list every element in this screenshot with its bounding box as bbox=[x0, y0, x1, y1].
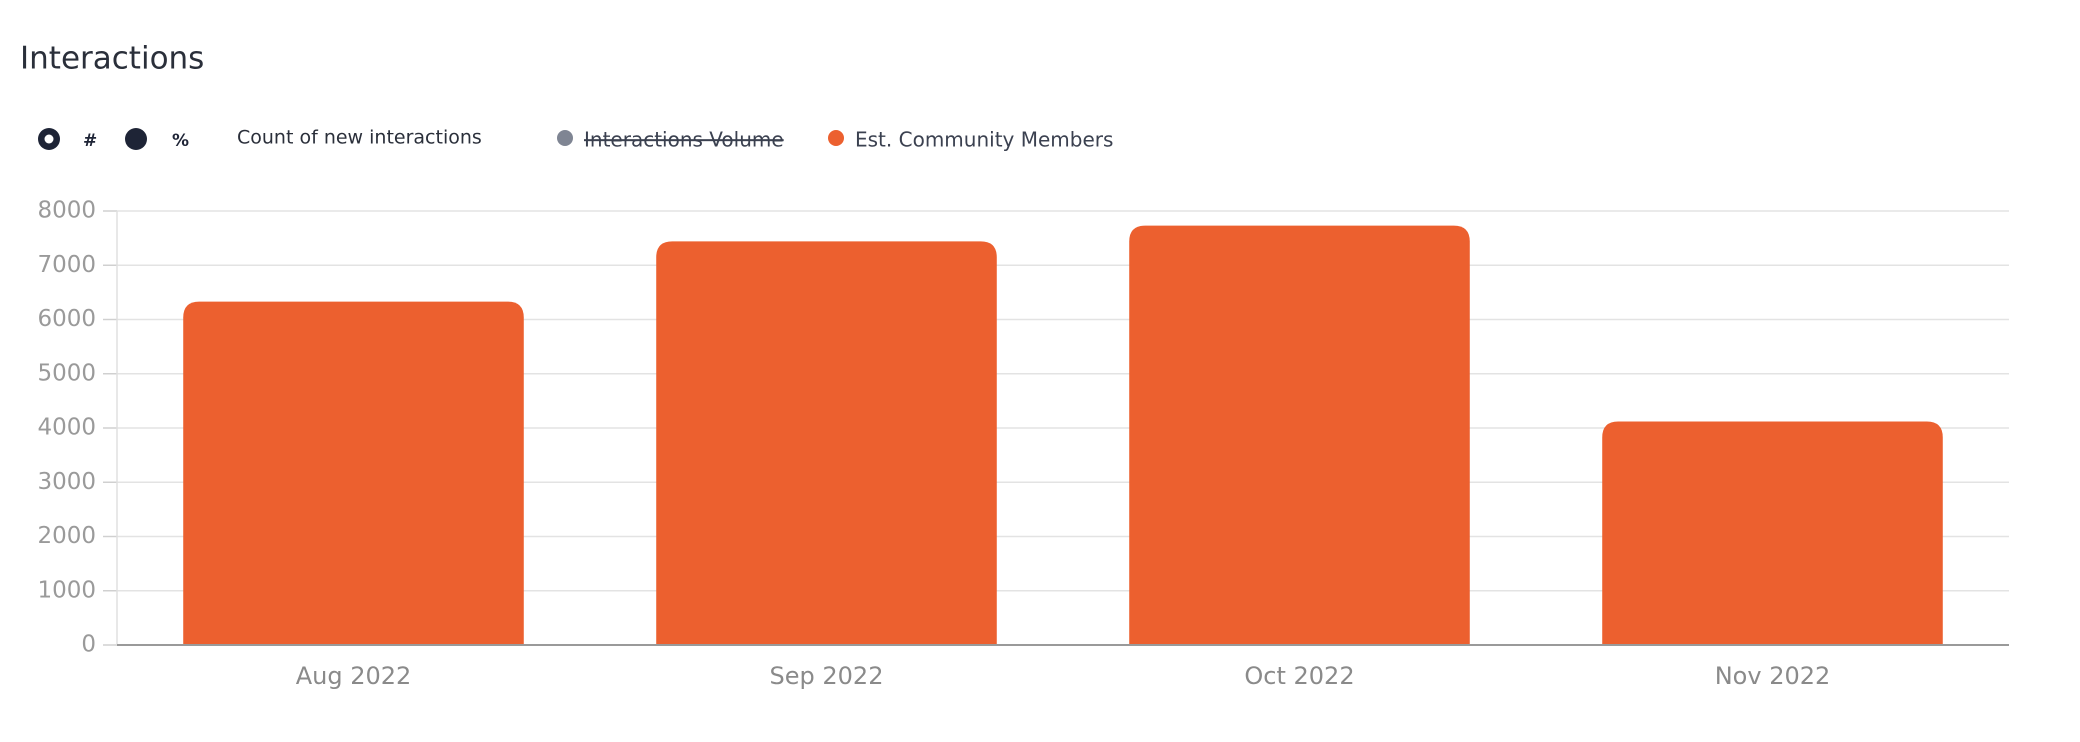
y-tick-label: 3000 bbox=[37, 469, 96, 495]
radio-dot bbox=[44, 134, 54, 144]
radio-label[interactable]: % bbox=[172, 131, 189, 151]
y-tick-label: 0 bbox=[81, 632, 96, 658]
y-tick-label: 2000 bbox=[37, 523, 96, 549]
legend-marker[interactable] bbox=[557, 130, 573, 146]
y-tick-label: 6000 bbox=[37, 306, 96, 332]
y-tick-label: 5000 bbox=[37, 360, 96, 386]
bar[interactable] bbox=[183, 301, 524, 645]
radio-label[interactable]: # bbox=[83, 131, 97, 151]
bar[interactable] bbox=[1602, 421, 1943, 645]
y-tick-label: 8000 bbox=[37, 198, 96, 224]
legend-label[interactable]: Interactions Volume bbox=[584, 128, 784, 152]
chart-title: Interactions bbox=[20, 41, 204, 77]
x-tick-label: Nov 2022 bbox=[1715, 662, 1831, 690]
legend-marker[interactable] bbox=[828, 130, 844, 146]
y-tick-label: 4000 bbox=[37, 415, 96, 441]
bar[interactable] bbox=[656, 241, 997, 645]
bar[interactable] bbox=[1129, 225, 1470, 645]
metric-label: Count of new interactions bbox=[237, 127, 482, 149]
y-tick-label: 1000 bbox=[37, 577, 96, 603]
radio-button[interactable] bbox=[125, 128, 147, 150]
y-tick-label: 7000 bbox=[37, 252, 96, 278]
legend-label[interactable]: Est. Community Members bbox=[855, 128, 1113, 152]
x-tick-label: Sep 2022 bbox=[770, 662, 884, 690]
x-tick-label: Aug 2022 bbox=[296, 662, 412, 690]
x-tick-label: Oct 2022 bbox=[1244, 662, 1354, 690]
